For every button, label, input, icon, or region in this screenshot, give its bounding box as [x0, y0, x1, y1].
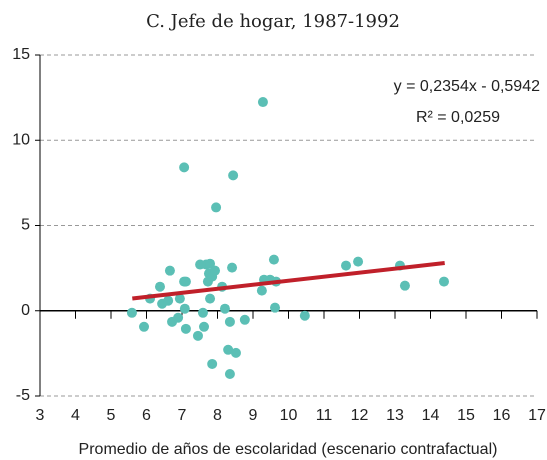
- point: [399, 280, 410, 291]
- point: [211, 202, 222, 213]
- point: [173, 312, 184, 323]
- y-tick-label: -5: [16, 387, 30, 404]
- point: [224, 316, 235, 327]
- point: [270, 302, 281, 313]
- point: [299, 310, 310, 321]
- point: [207, 358, 218, 369]
- y-tick-label: 15: [12, 46, 30, 63]
- point: [230, 347, 241, 358]
- x-tick-label: 8: [213, 407, 222, 424]
- x-tick-label: 10: [280, 407, 298, 424]
- x-tick-label: 3: [36, 407, 45, 424]
- point: [228, 170, 239, 181]
- point: [164, 265, 175, 276]
- point: [438, 276, 449, 287]
- point: [180, 276, 191, 287]
- point: [205, 293, 216, 304]
- x-tick-label: 9: [249, 407, 258, 424]
- point: [139, 321, 150, 332]
- trendline: [132, 261, 445, 301]
- point: [180, 323, 191, 334]
- x-tick-label: 12: [351, 407, 369, 424]
- x-tick-label: 16: [493, 407, 511, 424]
- point: [174, 293, 185, 304]
- point: [154, 281, 165, 292]
- x-axis-label: Promedio de años de escolaridad (escenar…: [79, 441, 498, 458]
- point: [224, 369, 235, 380]
- y-tick-label: 5: [21, 217, 30, 234]
- x-tick-label: 7: [178, 407, 187, 424]
- point: [210, 265, 221, 276]
- point: [179, 303, 190, 314]
- point: [179, 162, 190, 173]
- point: [268, 254, 279, 265]
- y-tick-label: 0: [21, 302, 30, 319]
- y-tick-label: 10: [12, 131, 30, 148]
- x-tick-label: 6: [142, 407, 151, 424]
- x-tick-label: 4: [71, 407, 80, 424]
- equation: y = 0,2354x - 0,5942: [394, 78, 540, 95]
- x-tick-label: 14: [422, 407, 440, 424]
- point: [126, 307, 137, 318]
- x-tick-label: 5: [107, 407, 116, 424]
- point: [257, 97, 268, 108]
- point: [227, 262, 238, 273]
- point: [223, 344, 234, 355]
- point: [199, 321, 210, 332]
- point: [163, 295, 174, 306]
- point: [219, 303, 230, 314]
- point: [239, 314, 250, 325]
- chart-title: C. Jefe de hogar, 1987-1992: [146, 11, 400, 32]
- x-tick-label: 13: [386, 407, 404, 424]
- point: [353, 256, 364, 267]
- point: [256, 285, 267, 296]
- point: [197, 307, 208, 318]
- x-tick-label: 17: [528, 407, 546, 424]
- point: [341, 260, 352, 271]
- r-squared: R² = 0,0259: [416, 109, 500, 126]
- x-tick-label: 11: [316, 407, 333, 424]
- point: [205, 258, 216, 269]
- point: [192, 330, 203, 341]
- x-tick-label: 15: [457, 407, 475, 424]
